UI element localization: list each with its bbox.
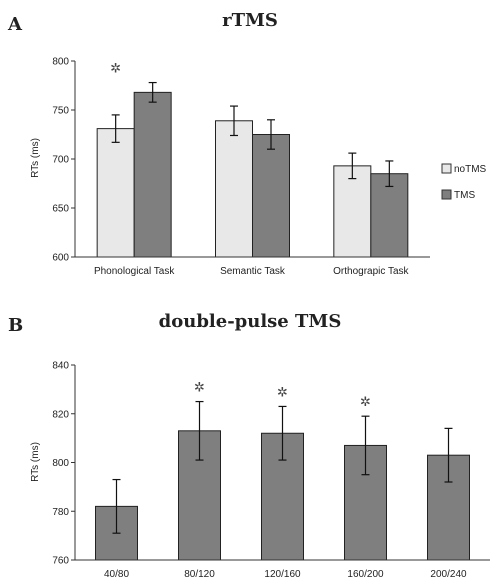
legend-label-notms: noTMS bbox=[454, 164, 487, 175]
category-label: 80/120 bbox=[184, 569, 215, 580]
panel-a-bars bbox=[96, 91, 409, 258]
panel-a-y-ticks: 600 650 700 750 800 bbox=[52, 57, 75, 264]
panel-a-y-axis-label: RTs (ms) bbox=[30, 138, 41, 178]
panel-b-double-pulse: B double-pulse TMS RTs (ms) 760 780 800 820… bbox=[8, 311, 490, 580]
panel-a-title: rTMS bbox=[222, 10, 278, 31]
bar bbox=[215, 120, 253, 258]
y-tick-label: 760 bbox=[52, 556, 69, 567]
legend-label-tms: TMS bbox=[454, 190, 475, 201]
category-label: 120/160 bbox=[264, 569, 301, 580]
significance-star: ✲ bbox=[360, 395, 371, 410]
bar bbox=[96, 128, 135, 258]
category-label: Phonological Task bbox=[94, 266, 175, 277]
panel-b-error-bars bbox=[112, 400, 453, 534]
panel-a-error-bars bbox=[111, 81, 394, 188]
panel-a-axes bbox=[74, 61, 430, 258]
category-label: 160/200 bbox=[347, 569, 384, 580]
panel-a-category-labels: Phonological Task Semantic Task Orthograpi… bbox=[94, 266, 410, 277]
significance-star: ✲ bbox=[277, 385, 288, 400]
bar bbox=[333, 165, 372, 258]
panel-b-bars bbox=[95, 430, 470, 561]
panel-a-letter: A bbox=[7, 14, 23, 35]
y-tick-label: 800 bbox=[52, 458, 69, 469]
panel-b-y-ticks: 760 780 800 820 840 bbox=[52, 361, 75, 567]
y-tick-label: 650 bbox=[52, 204, 69, 215]
panel-a-significance-markers: ✲ bbox=[110, 62, 121, 77]
significance-star: ✲ bbox=[194, 381, 205, 396]
bar bbox=[252, 134, 290, 258]
panel-a-rtms: A rTMS RTs (ms) 600 650 700 750 800 ✲ Phonol… bbox=[7, 10, 487, 277]
y-tick-label: 840 bbox=[52, 361, 69, 372]
y-tick-label: 820 bbox=[52, 409, 69, 420]
panel-b-title: double-pulse TMS bbox=[159, 311, 342, 332]
y-tick-label: 800 bbox=[52, 57, 69, 68]
panel-b-y-axis-label: RTs (ms) bbox=[30, 442, 41, 482]
y-tick-label: 780 bbox=[52, 507, 69, 518]
legend-swatch-tms bbox=[441, 189, 452, 200]
y-tick-label: 700 bbox=[52, 155, 69, 166]
y-tick-label: 750 bbox=[52, 106, 69, 117]
panel-b-category-labels: 40/80 80/120 120/160 160/200 200/240 bbox=[104, 569, 467, 580]
panel-b-axes bbox=[74, 365, 490, 561]
y-tick-label: 600 bbox=[52, 253, 69, 264]
category-label: 40/80 bbox=[104, 569, 129, 580]
category-label: Orthograpic Task bbox=[333, 266, 409, 277]
legend-swatch-notms bbox=[441, 163, 452, 174]
significance-star: ✲ bbox=[110, 62, 121, 77]
category-label: 200/240 bbox=[430, 569, 467, 580]
category-label: Semantic Task bbox=[220, 266, 286, 277]
panel-b-letter: B bbox=[8, 315, 23, 336]
panel-a-legend: noTMS TMS bbox=[441, 163, 487, 201]
panel-b-significance-markers: ✲ ✲ ✲ bbox=[194, 381, 371, 411]
bar bbox=[133, 91, 172, 258]
bar bbox=[370, 173, 409, 258]
